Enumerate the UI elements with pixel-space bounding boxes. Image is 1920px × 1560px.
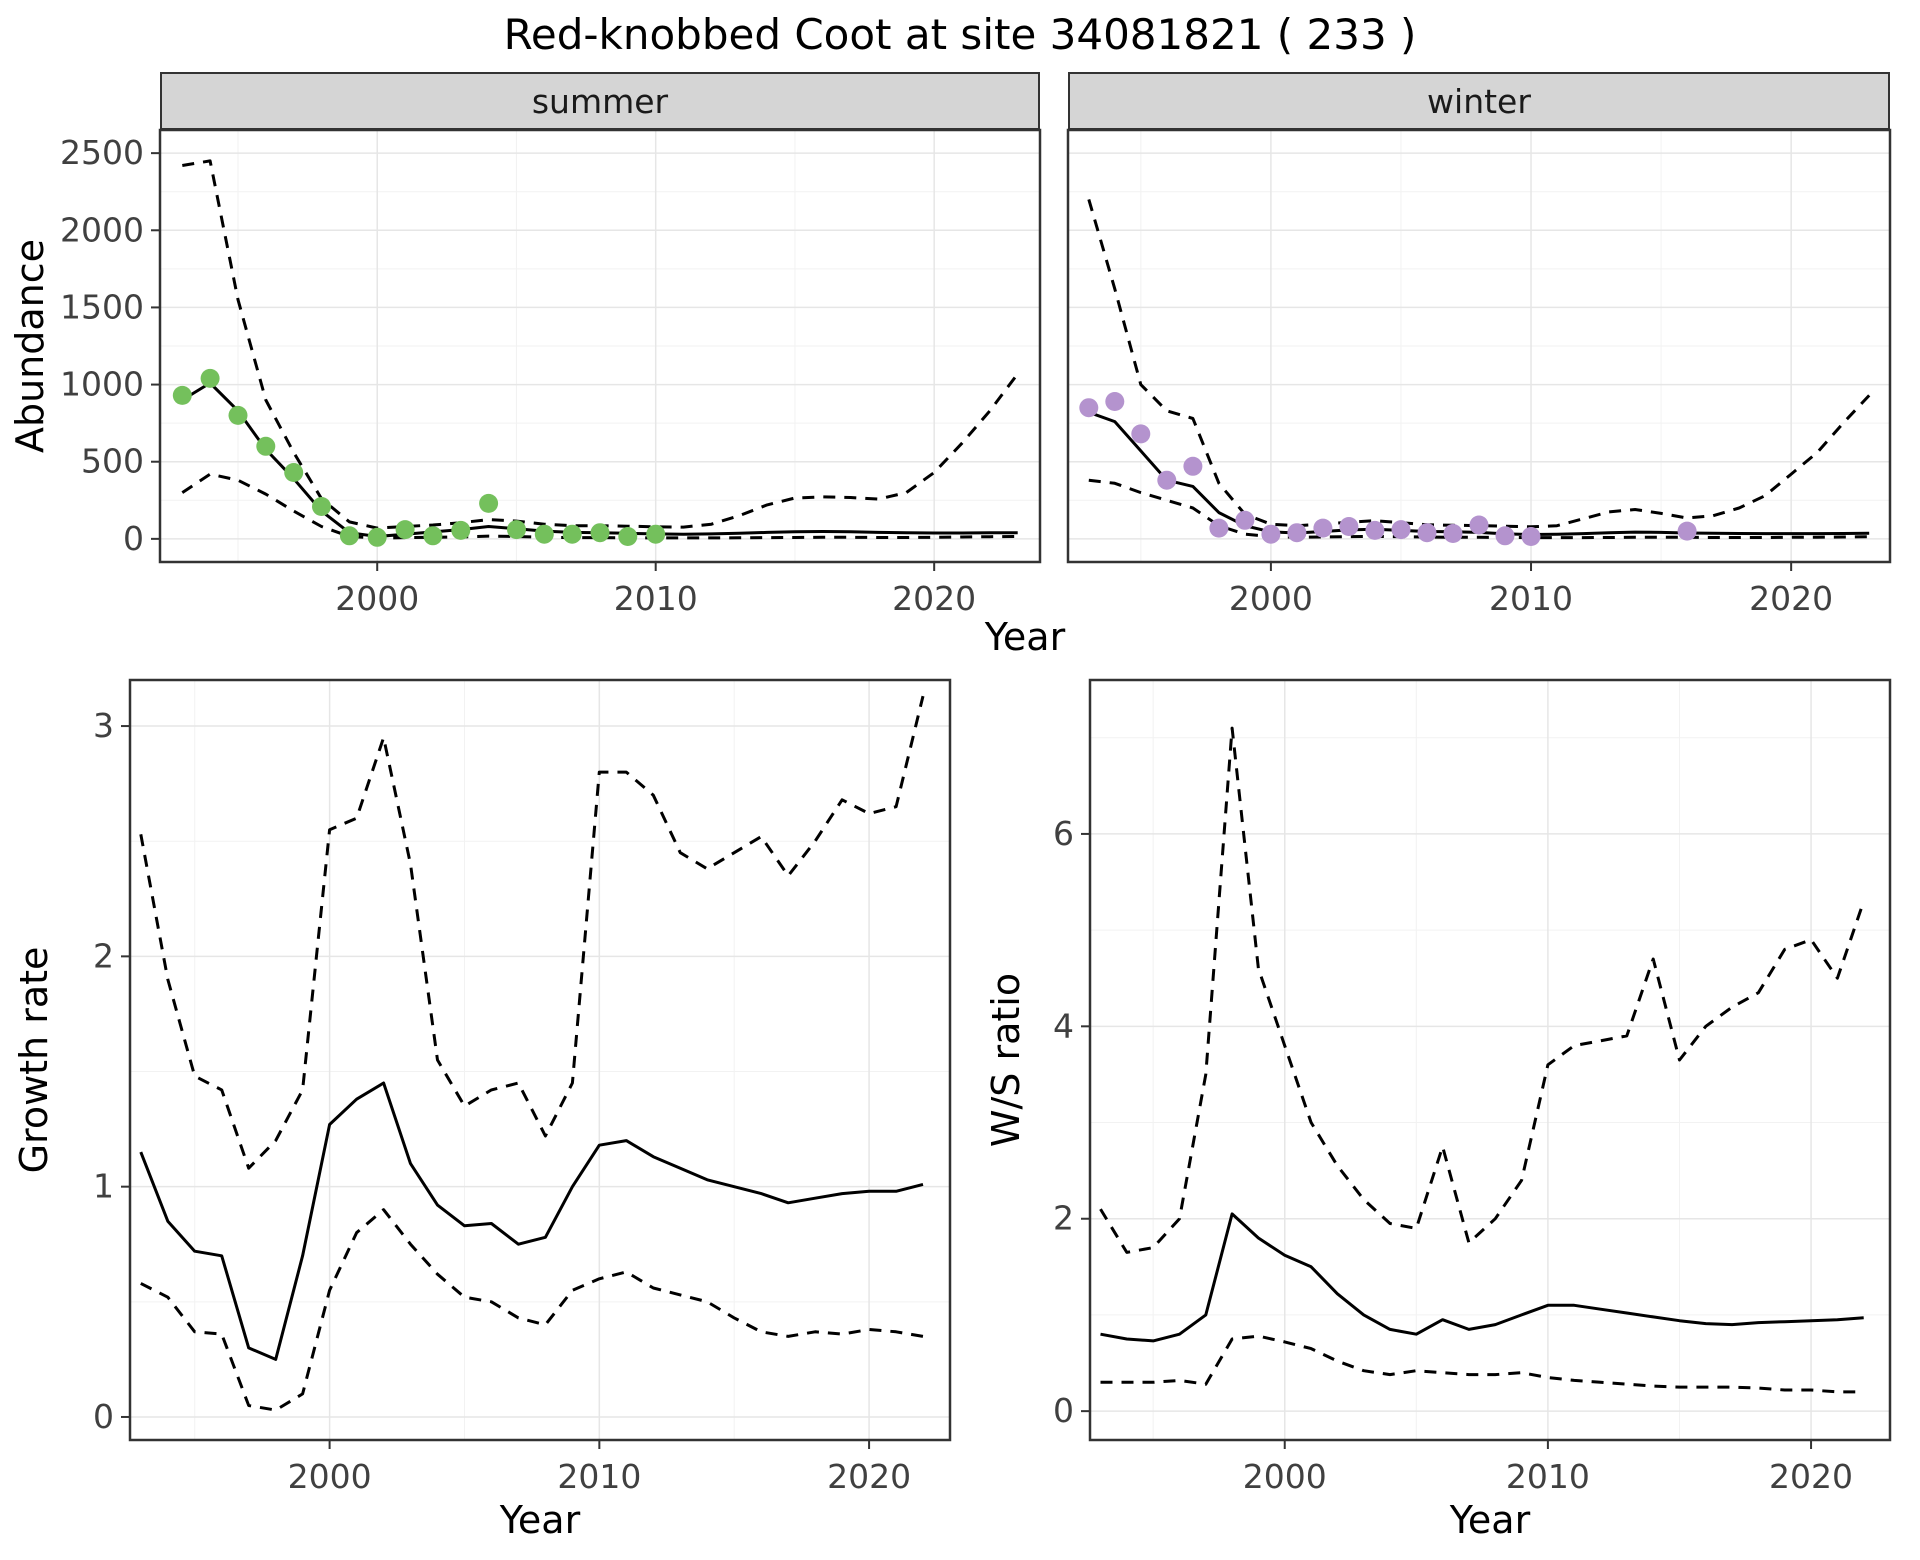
- abundance-winter-point: [1157, 470, 1177, 490]
- y-tick-label: 1000: [60, 365, 144, 404]
- abundance-winter-point: [1677, 521, 1697, 541]
- abundance-summer-point: [618, 527, 638, 546]
- abundance-winter-point: [1079, 398, 1099, 418]
- x-tick-label: 2000: [1229, 579, 1313, 618]
- facet-strip-summer-label: summer: [531, 81, 669, 121]
- panel-border: [158, 128, 1042, 564]
- abundance-summer-point: [507, 520, 526, 540]
- abundance-winter-point: [1261, 524, 1281, 544]
- ws-ratio-fit: [1100, 1212, 1864, 1343]
- panel-border: [128, 678, 952, 1442]
- abundance-winter-point: [1417, 523, 1437, 543]
- y-tick-label: 1500: [60, 287, 144, 326]
- abundance-summer-point: [590, 523, 610, 543]
- abundance-summer-point: [172, 385, 192, 405]
- chart-title: Red-knobbed Coot at site 34081821 ( 233 …: [503, 10, 1417, 59]
- x-tick-label: 2020: [1769, 1457, 1853, 1496]
- abundance-summer-lower_ci: [181, 472, 1018, 540]
- abundance-winter-point: [1365, 520, 1385, 540]
- abundance-winter-point: [1443, 524, 1463, 543]
- y-tick-label: 6: [1053, 814, 1074, 853]
- x-tick-label: 2010: [1489, 579, 1573, 618]
- y-tick-label: 2: [1053, 1199, 1074, 1238]
- abundance-summer-point: [284, 463, 304, 482]
- ws-ratio-panel: 2000 2010 2020 0 2 4 6: [1053, 678, 1892, 1496]
- abundance-winter-point: [1495, 526, 1515, 546]
- abundance-summer-point: [256, 436, 276, 456]
- abundance-winter-point: [1287, 523, 1307, 543]
- x-tick-label: 2010: [557, 1457, 641, 1496]
- y-tick-label: 4: [1053, 1006, 1074, 1045]
- abundance-winter-point: [1313, 518, 1333, 538]
- abundance-summer-point: [646, 524, 666, 544]
- y-tick-label: 0: [1053, 1391, 1074, 1430]
- x-tick-label: 2020: [892, 579, 976, 618]
- abundance-winter-point: [1339, 517, 1359, 536]
- abundance-winter-point: [1183, 456, 1203, 476]
- y-tick-label: 1: [93, 1167, 114, 1206]
- ws-ratio-upper_ci: [1099, 726, 1866, 1254]
- growth-rate-panel: 2000 2010 2020 0 1 2 3: [93, 678, 952, 1496]
- abundance-winter-point: [1521, 527, 1541, 546]
- x-tick-label: 2000: [335, 579, 419, 618]
- growth-rate-axis-title: Growth rate: [12, 946, 56, 1174]
- facet-strip-summer: summer: [160, 72, 1040, 130]
- abundance-summer-point: [479, 493, 499, 513]
- growth-x-axis-title: Year: [499, 1498, 581, 1542]
- panel-bg: [130, 680, 950, 1440]
- abundance-summer-point: [423, 526, 443, 546]
- growth-rate-lower_ci: [140, 1208, 924, 1412]
- x-tick-label: 2020: [1749, 579, 1833, 618]
- abundance-summer-point: [200, 368, 220, 388]
- abundance-winter-point: [1105, 392, 1125, 411]
- abundance-winter-panel: 2000 2010 2020: [1066, 128, 1892, 618]
- abundance-summer-panel: 2000 2010 2020 0 500 1000 1500 2000 2500: [60, 128, 1042, 618]
- abundance-winter-lower_ci: [1088, 478, 1870, 540]
- y-tick-label: 0: [93, 1397, 114, 1436]
- abundance-summer-point: [228, 405, 248, 425]
- facet-strip-winter: winter: [1068, 72, 1890, 130]
- panel-bg: [1090, 680, 1890, 1440]
- panel-border: [1066, 128, 1892, 564]
- abundance-winter-point: [1235, 510, 1255, 530]
- ws-ratio-lower_ci: [1100, 1334, 1864, 1394]
- abundance-winter-upper_ci: [1087, 198, 1871, 529]
- panel-border: [1088, 678, 1892, 1442]
- abundance-summer-point: [367, 527, 387, 547]
- abundance-summer-point: [534, 524, 554, 544]
- x-tick-label: 2010: [614, 579, 698, 618]
- abundance-winter-point: [1391, 520, 1411, 540]
- ws-x-axis-title: Year: [1449, 1498, 1531, 1542]
- y-tick-label: 2500: [60, 133, 144, 172]
- x-tick-label: 2010: [1506, 1457, 1590, 1496]
- abundance-summer-point: [339, 526, 359, 546]
- abundance-summer-point: [312, 497, 331, 516]
- abundance-summer-point: [395, 520, 415, 540]
- top-x-axis-title: Year: [984, 615, 1066, 659]
- growth-rate-fit: [139, 1081, 924, 1361]
- y-tick-label: 2000: [60, 210, 144, 249]
- x-tick-label: 2020: [827, 1457, 911, 1496]
- y-tick-label: 500: [81, 442, 144, 481]
- abundance-winter-point: [1131, 424, 1151, 444]
- x-tick-label: 2000: [1243, 1457, 1327, 1496]
- y-tick-label: 3: [93, 706, 114, 745]
- facet-strip-winter-label: winter: [1427, 81, 1531, 121]
- growth-rate-upper_ci: [139, 695, 925, 1170]
- y-tick-label: 0: [123, 519, 144, 558]
- abundance-summer-point: [451, 520, 471, 540]
- abundance-winter-point: [1209, 518, 1229, 538]
- abundance-summer-point: [562, 524, 582, 544]
- y-tick-label: 2: [93, 936, 114, 975]
- abundance-winter-point: [1469, 515, 1489, 535]
- ws-ratio-axis-title: W/S ratio: [984, 972, 1028, 1148]
- x-tick-label: 2000: [288, 1457, 372, 1496]
- abundance-axis-title: Abundance: [8, 238, 52, 454]
